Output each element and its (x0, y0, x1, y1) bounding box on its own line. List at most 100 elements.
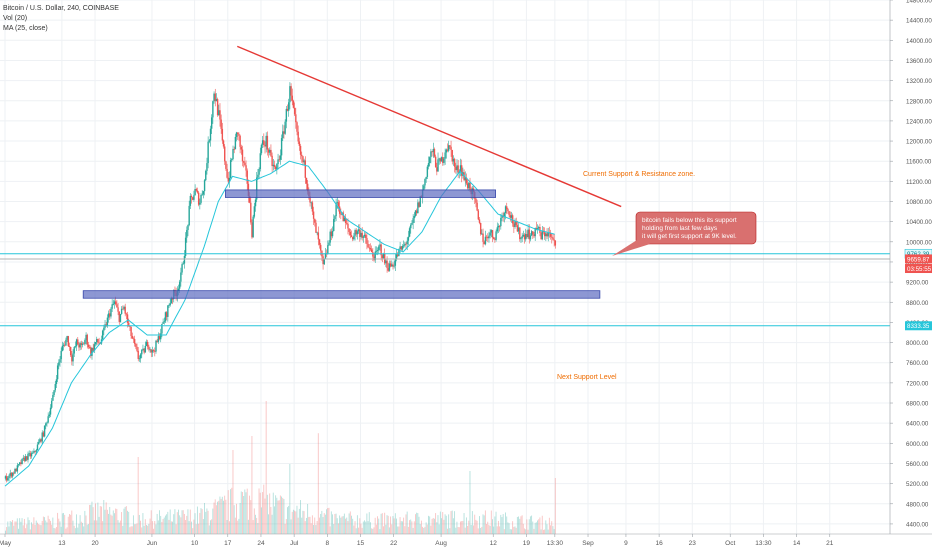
candle-body (270, 149, 272, 156)
volume-bar (68, 514, 70, 534)
trend-line[interactable] (236, 45, 622, 208)
volume-bar (464, 527, 466, 534)
candle-body (424, 178, 426, 186)
zone-label: Current Support & Resistance zone. (583, 171, 695, 178)
x-tick-label: 14 (793, 540, 801, 547)
volume-bar (317, 433, 319, 534)
candle-body (42, 432, 45, 437)
candle-body (520, 238, 522, 240)
volume-bar (283, 499, 285, 534)
volume-bar (36, 522, 38, 534)
volume-bar (198, 523, 200, 534)
volume-bar (294, 510, 296, 534)
symbol-title: Bitcoin / U.S. Dollar, 240, COINBASE (3, 5, 119, 12)
volume-bar (503, 529, 505, 534)
volume-bar (500, 514, 502, 534)
candle-body (443, 158, 445, 163)
volume-bar (302, 510, 304, 534)
volume-bar (505, 512, 506, 534)
candle-body (278, 159, 280, 161)
callout[interactable]: bitcoin fails below this its support hol… (612, 211, 757, 256)
volume-bar (547, 529, 549, 534)
candle-body (418, 202, 420, 207)
volume-bar (29, 529, 31, 534)
candle-body (30, 453, 33, 457)
volume-bar (390, 516, 392, 534)
volume-bar (47, 515, 49, 534)
zone-box-2[interactable] (82, 290, 601, 299)
x-tick-label: 20 (91, 540, 99, 547)
volume-bar (247, 519, 249, 534)
candle-body (4, 476, 7, 479)
candle-body (160, 333, 162, 340)
candle-body (466, 183, 469, 189)
candle-body (508, 211, 510, 216)
volume-bar (501, 517, 503, 534)
volume-bar (379, 529, 381, 534)
candle-body (59, 359, 61, 363)
volume-bar (452, 518, 454, 534)
candle-body (336, 202, 338, 204)
volume-bar (539, 517, 541, 534)
volume-bar (289, 464, 291, 534)
volume-bar (515, 527, 517, 534)
volume-bar (470, 524, 472, 534)
candle-body (142, 348, 144, 350)
candle-body (64, 344, 66, 346)
candle-body (60, 350, 62, 360)
candle-body (122, 308, 124, 310)
volume-bar (150, 510, 152, 534)
support-resistance-zones[interactable] (82, 189, 601, 299)
candle-body (395, 254, 398, 260)
candle-body (388, 263, 391, 271)
x-tick-label: 24 (257, 540, 265, 547)
x-tick-label: Sep (582, 540, 594, 547)
candle-body (484, 236, 487, 245)
volume-bar (38, 524, 40, 534)
volume-bar (367, 521, 369, 534)
volume-bar (284, 523, 286, 534)
candle-body (28, 453, 30, 455)
candle-body (434, 156, 437, 168)
candle-body (188, 205, 190, 226)
candle-body (61, 345, 64, 351)
candle-body (261, 140, 264, 145)
candle-body (141, 349, 143, 355)
volume-bar (67, 516, 69, 534)
volume-bar (45, 520, 47, 534)
candle-body (24, 456, 27, 461)
candle-body (446, 149, 449, 151)
volume-bar (6, 527, 8, 534)
volume-bar (488, 524, 490, 534)
volume-bar (349, 511, 351, 534)
volume-bar (99, 506, 101, 534)
volume-bar (115, 508, 117, 534)
candle-body (348, 228, 350, 232)
volume-bar (73, 525, 75, 534)
candle-body (221, 128, 224, 141)
volume-bar (124, 506, 126, 534)
candle-body (549, 233, 552, 237)
x-tick-label: 8 (326, 540, 330, 547)
grid (0, 0, 890, 534)
volume-bar (39, 524, 41, 534)
candle-body (232, 149, 234, 159)
candle-body (423, 185, 425, 191)
volume-bar (455, 527, 457, 534)
volume-bar (144, 519, 146, 534)
x-tick-label: Jul (290, 540, 299, 547)
volume-bar (456, 521, 458, 534)
candle-body (271, 155, 273, 167)
candle-body (399, 246, 401, 249)
candle-body (258, 168, 260, 175)
volume-bar (324, 514, 326, 534)
zone-box-1[interactable] (225, 189, 496, 198)
volume-bar (291, 511, 293, 534)
candle-body (485, 236, 488, 238)
candle-body (487, 236, 489, 239)
volume-bar (442, 512, 444, 534)
horizontal-lines[interactable] (0, 253, 890, 327)
volume-bar (123, 508, 125, 534)
